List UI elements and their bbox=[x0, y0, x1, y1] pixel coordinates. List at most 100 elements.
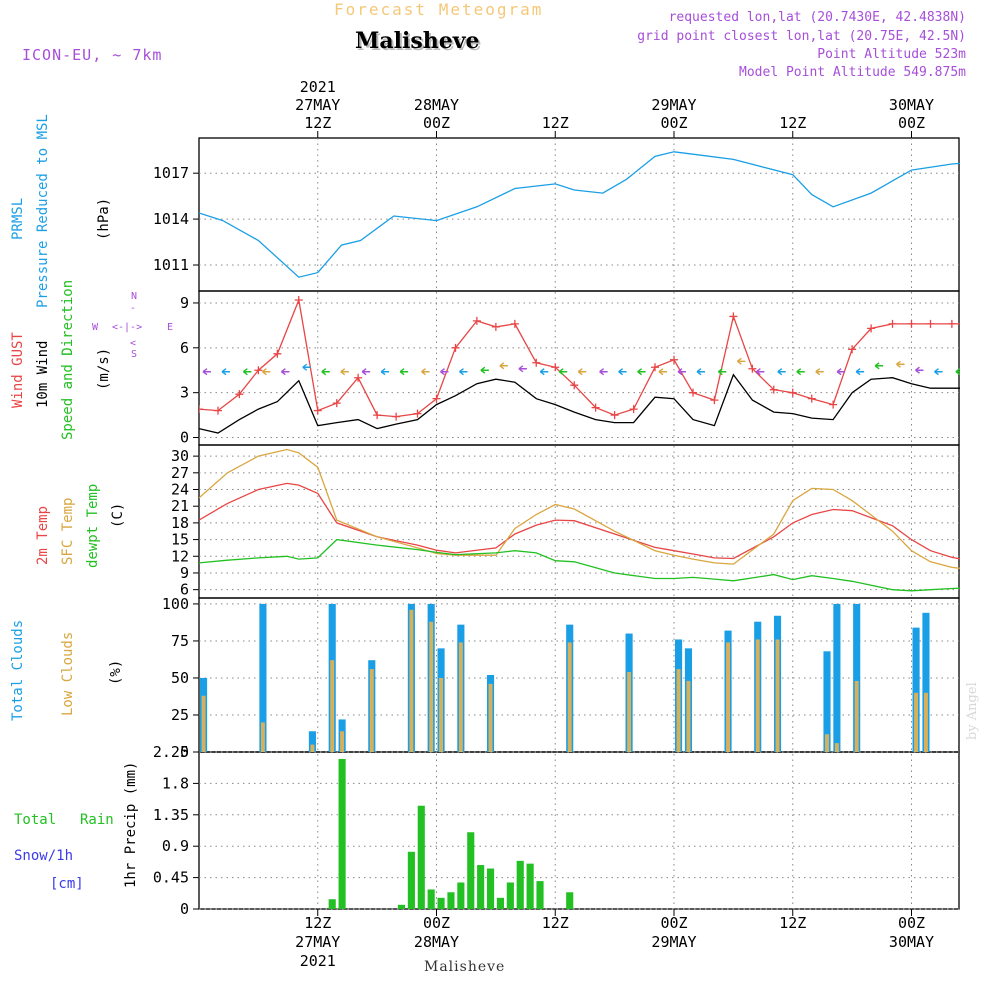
gust-marker bbox=[373, 411, 382, 420]
precip-total-rain-bar bbox=[417, 805, 425, 909]
wind-direction-arrow bbox=[736, 357, 746, 365]
precip-total-rain-bar bbox=[496, 897, 504, 909]
clouds-low-clouds-bar bbox=[676, 669, 681, 752]
gust-marker bbox=[313, 406, 322, 415]
gust-marker bbox=[807, 394, 816, 403]
clouds-y-tick-label: 50 bbox=[171, 669, 189, 687]
sfc-label: SFC Temp bbox=[60, 498, 76, 565]
clouds-low-clouds-bar bbox=[369, 669, 374, 752]
gust-marker bbox=[907, 319, 916, 328]
clouds-total-clouds-bar bbox=[922, 612, 930, 752]
gust-marker bbox=[867, 324, 876, 333]
gust-marker bbox=[472, 316, 481, 325]
wind-y-tick-label: 6 bbox=[180, 339, 189, 357]
clouds-y-tick-label: 100 bbox=[162, 595, 189, 613]
pressure-y-tick-label: 1014 bbox=[153, 210, 189, 228]
clouds-low-clouds-bar bbox=[775, 639, 780, 752]
top-hour-label: 12Z bbox=[779, 114, 806, 132]
wind-direction-arrow bbox=[855, 368, 865, 376]
gust-marker bbox=[748, 364, 757, 373]
wind-direction-arrow bbox=[796, 368, 805, 376]
bottom-hour-label: 12Z bbox=[779, 914, 806, 932]
clouds-low-clouds-bar bbox=[686, 680, 691, 752]
wind-direction-arrow bbox=[915, 366, 924, 374]
wind-direction-arrow bbox=[202, 368, 211, 376]
precip-total-rain-bar bbox=[536, 881, 544, 909]
temp-unit-label: (C) bbox=[110, 503, 126, 528]
clouds-low-clouds-bar bbox=[726, 642, 731, 752]
precip-y-tick-label: 0 bbox=[180, 900, 189, 918]
gust-marker bbox=[273, 349, 282, 358]
precip-y-tick-label: 0.9 bbox=[162, 837, 189, 855]
gust-marker bbox=[235, 390, 244, 399]
gust-label: Wind GUST bbox=[10, 332, 26, 408]
temp-panel bbox=[198, 444, 960, 599]
top-date-label: 29MAY bbox=[651, 96, 696, 114]
pressure-panel bbox=[198, 137, 960, 292]
gust-marker bbox=[432, 394, 441, 403]
wind-direction-arrow bbox=[480, 366, 489, 374]
clouds-low-clouds-bar bbox=[914, 692, 919, 752]
temp-y-tick-label: 6 bbox=[180, 581, 189, 599]
gust-marker bbox=[629, 405, 638, 414]
gust-marker bbox=[413, 409, 422, 418]
grid-point-coords: grid point closest lon,lat (20.75E, 42.5… bbox=[637, 29, 966, 44]
clouds-low-clouds-bar bbox=[330, 660, 335, 752]
clouds-y-tick-label: 25 bbox=[171, 706, 189, 724]
clouds-total-clouds-bar bbox=[823, 651, 831, 752]
product-title: Forecast Meteogram bbox=[334, 0, 544, 19]
top-date-label: 27MAY bbox=[295, 96, 340, 114]
clouds-low-clouds-bar bbox=[340, 731, 345, 752]
temp-y-tick-label: 21 bbox=[171, 497, 189, 515]
gust-marker bbox=[710, 396, 719, 405]
gust-marker bbox=[670, 355, 678, 364]
wind-direction-arrow bbox=[637, 368, 646, 376]
prmsl-label: PRMSL bbox=[10, 198, 26, 240]
temp-2m-temp-line bbox=[199, 482, 960, 560]
gust-marker bbox=[199, 405, 203, 414]
clouds-y-tick-label: 75 bbox=[171, 632, 189, 650]
gust-marker bbox=[354, 373, 363, 382]
wind-direction-arrow bbox=[975, 369, 983, 375]
wind-direction-arrow bbox=[242, 368, 252, 376]
pressure-prmsl-line bbox=[199, 151, 960, 278]
gust-marker bbox=[294, 295, 303, 304]
top-hour-label: 00Z bbox=[423, 114, 450, 132]
total-clouds-label: Total Clouds bbox=[10, 620, 26, 721]
wind-direction-arrow bbox=[755, 368, 765, 376]
temp-y-tick-label: 15 bbox=[171, 531, 189, 549]
bottom-hour-label: 00Z bbox=[660, 914, 687, 932]
prmsl-desc-label: Pressure Reduced to MSL bbox=[35, 114, 51, 308]
wind-direction-arrow bbox=[994, 369, 1000, 375]
precip-total-rain-bar bbox=[486, 868, 495, 909]
wind-direction-arrow bbox=[836, 368, 846, 376]
point-altitude: Point Altitude 523m bbox=[817, 47, 966, 62]
clouds-low-clouds-bar bbox=[439, 677, 444, 752]
top-year-label: 2021 bbox=[300, 78, 336, 96]
clouds-low-clouds-bar bbox=[567, 642, 572, 752]
wind-unit-label: (m/s) bbox=[96, 348, 112, 390]
wind-direction-arrow bbox=[440, 368, 449, 376]
wind-direction-arrow bbox=[934, 368, 943, 376]
precip-y-tick-label: 1.8 bbox=[162, 774, 189, 792]
clouds-low-clouds-bar bbox=[409, 609, 414, 752]
axis-layer: 1011101410170369691215182124273002550751… bbox=[153, 78, 934, 970]
gust-marker bbox=[591, 403, 600, 412]
wind-y-tick-label: 3 bbox=[180, 384, 189, 402]
snow-label: Snow/1h bbox=[14, 848, 73, 864]
bottom-date-label: 30MAY bbox=[889, 933, 934, 951]
clouds-total-clouds-bar bbox=[308, 731, 316, 752]
wind-direction-arrow bbox=[577, 368, 587, 376]
precip-total-rain-bar bbox=[447, 892, 455, 909]
gust-marker bbox=[392, 412, 401, 421]
temp-y-tick-label: 9 bbox=[180, 564, 189, 582]
bottom-date-label: 29MAY bbox=[651, 933, 696, 951]
gust-marker bbox=[332, 399, 341, 408]
model-altitude: Model Point Altitude 549.875m bbox=[739, 65, 966, 80]
compass-e: E bbox=[167, 322, 173, 333]
model-label: ICON-EU, ~ 7km bbox=[22, 46, 163, 64]
gust-marker bbox=[729, 312, 738, 321]
gust-marker bbox=[788, 388, 797, 397]
gust-marker bbox=[510, 319, 519, 328]
